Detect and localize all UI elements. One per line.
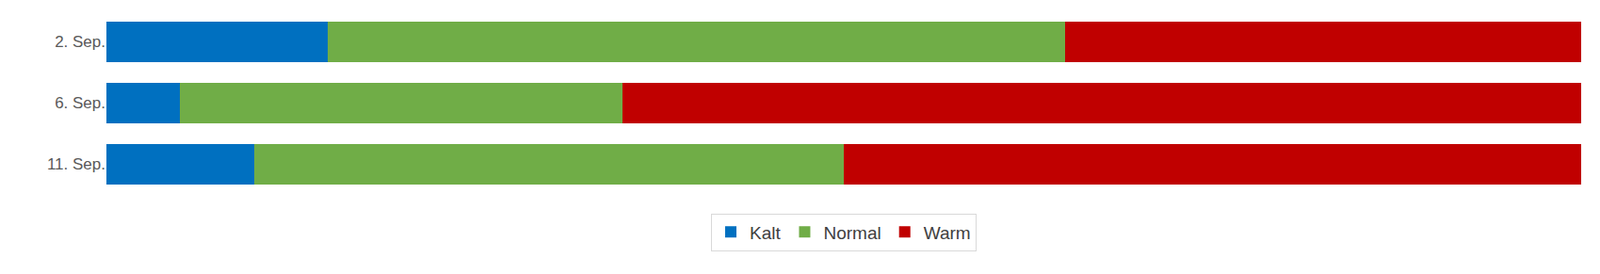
svg-text:2. Sep.: 2. Sep. (54, 32, 106, 51)
svg-text:6. Sep.: 6. Sep. (54, 94, 106, 113)
svg-text:Kalt: Kalt (749, 223, 781, 243)
svg-text:Normal: Normal (823, 223, 881, 243)
svg-text:11. Sep.: 11. Sep. (47, 155, 106, 174)
svg-text:Warm: Warm (923, 223, 971, 243)
